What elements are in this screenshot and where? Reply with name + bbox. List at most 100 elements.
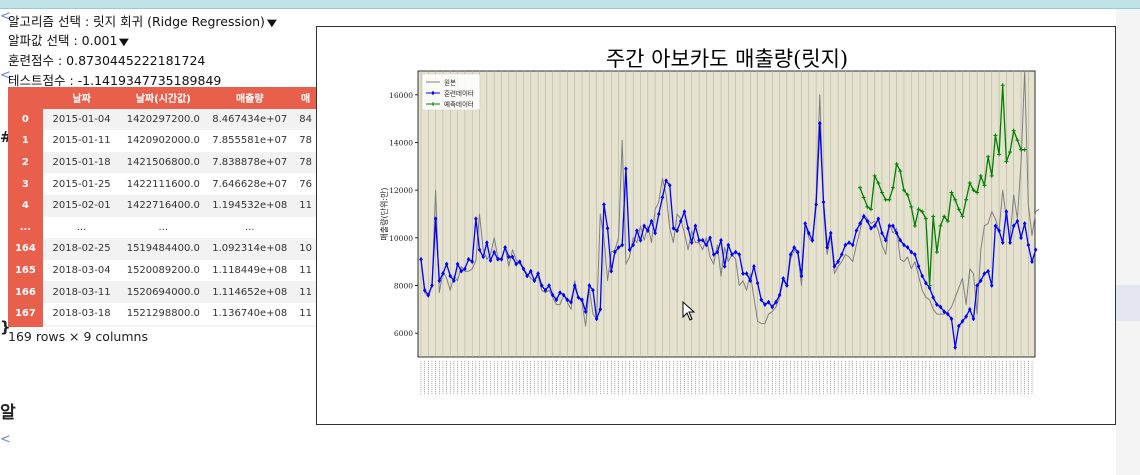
data-point xyxy=(572,283,577,288)
legend-box xyxy=(421,73,481,111)
data-point xyxy=(627,247,632,253)
table-cell-sales: 1.182690e+08 xyxy=(206,324,294,327)
data-point xyxy=(872,173,877,178)
table-cell-sales: 1.194532e+08 xyxy=(206,194,294,217)
data-point xyxy=(986,268,990,274)
table-cell-sales: 1.118449e+08 xyxy=(206,259,294,282)
table-cell-extra: 84 xyxy=(293,108,318,131)
data-point xyxy=(580,297,584,303)
y-tick-label: 6000 xyxy=(394,329,413,338)
data-point xyxy=(905,192,910,197)
data-point xyxy=(920,273,925,279)
alpha-select[interactable]: 0.001 ▼ xyxy=(81,33,130,48)
data-point xyxy=(923,216,928,221)
table-cell-extra: 11 xyxy=(293,194,318,217)
data-point xyxy=(997,152,1002,157)
row-index: 2 xyxy=(8,151,43,174)
data-point xyxy=(1030,259,1034,265)
data-point xyxy=(909,204,914,209)
data-point xyxy=(730,252,734,257)
data-point xyxy=(916,207,921,212)
data-point xyxy=(561,292,566,298)
data-point xyxy=(755,280,760,286)
data-point xyxy=(488,258,493,263)
data-point xyxy=(876,181,881,186)
y-tick-label: 12000 xyxy=(389,186,413,195)
table-cell-date: 2015-01-18 xyxy=(42,151,121,174)
train-score-value: 0.8730445222181724 xyxy=(66,53,206,68)
data-point xyxy=(752,264,756,269)
data-point xyxy=(419,256,423,262)
data-point xyxy=(821,199,826,205)
data-point xyxy=(931,214,936,219)
data-point xyxy=(697,237,701,243)
data-point xyxy=(957,323,961,329)
data-point xyxy=(953,345,957,350)
data-point xyxy=(872,223,877,229)
data-point xyxy=(565,297,570,303)
data-point xyxy=(810,237,815,243)
data-point xyxy=(894,161,899,166)
table-cell-sales: ... xyxy=(206,216,294,239)
row-index: 165 xyxy=(8,259,43,282)
notebook-top-bar xyxy=(0,0,1140,9)
table-cell-date: 2015-02-01 xyxy=(42,194,121,217)
data-point xyxy=(463,266,467,272)
data-point xyxy=(934,250,939,255)
data-point xyxy=(968,306,972,312)
table-cell-date: 2015-01-11 xyxy=(42,130,121,152)
data-point xyxy=(971,316,976,322)
data-point xyxy=(964,197,969,202)
y-axis-ticks: 6000 8000 10000 12000 14000 16000 xyxy=(389,91,418,338)
data-point xyxy=(796,249,800,255)
data-point xyxy=(686,225,690,231)
alpha-select-label: 알파값 선택 : xyxy=(8,33,78,48)
data-point xyxy=(949,190,954,195)
table-cell-ts: 1421506800.0 xyxy=(120,151,207,174)
table-cell-extra: 10 xyxy=(293,238,318,260)
data-point xyxy=(631,242,636,248)
data-point xyxy=(792,244,796,250)
data-point xyxy=(920,209,925,214)
data-point xyxy=(894,230,899,236)
table-row: 164 2018-02-25 1519484400.0 1.092314e+08 10 xyxy=(8,238,318,260)
data-point xyxy=(496,256,500,262)
data-point xyxy=(807,230,811,236)
data-point xyxy=(499,256,504,262)
rows-info: 169 rows × 9 columns xyxy=(8,329,148,344)
alpha-select-value: 0.001 xyxy=(81,33,118,48)
data-point xyxy=(664,178,668,184)
data-point xyxy=(485,240,489,245)
dataframe-output: 날짜 날짜(시간값) 매출량 매 0 2015-01-04 1420297200.0… xyxy=(8,87,318,327)
data-point xyxy=(459,268,464,274)
y-tick-label: 8000 xyxy=(394,282,413,291)
y-tick-label: 10000 xyxy=(389,234,413,243)
table-cell-sales: 7.838878e+07 xyxy=(206,151,294,174)
table-cell-ts: 1520089200.0 xyxy=(120,259,207,282)
data-point xyxy=(682,209,687,215)
data-point xyxy=(861,195,866,200)
data-point xyxy=(514,261,518,267)
data-point xyxy=(861,213,866,219)
row-index: 166 xyxy=(8,281,43,303)
data-point xyxy=(938,223,943,228)
data-point xyxy=(455,261,460,267)
data-point xyxy=(869,225,873,231)
data-point xyxy=(945,219,950,224)
algorithm-select[interactable]: 릿지 회귀 (Ridge Regression) ▼ xyxy=(93,11,277,30)
table-cell-ts: 1521903600.0 xyxy=(120,324,207,327)
data-point xyxy=(466,256,471,262)
data-point xyxy=(576,295,581,300)
table-cell-date: 2018-03-25 xyxy=(42,324,121,327)
data-point xyxy=(638,237,643,243)
data-point xyxy=(598,306,603,312)
table-cell-sales: 8.467434e+07 xyxy=(206,108,294,131)
row-index: 164 xyxy=(8,238,43,260)
table-cell-sales: 1.092314e+08 xyxy=(206,238,294,260)
data-point xyxy=(715,249,720,255)
left-edge-bracket: < xyxy=(0,9,11,24)
data-point xyxy=(649,218,654,224)
table-cell-extra: 11 xyxy=(293,281,318,303)
data-point xyxy=(452,278,456,284)
